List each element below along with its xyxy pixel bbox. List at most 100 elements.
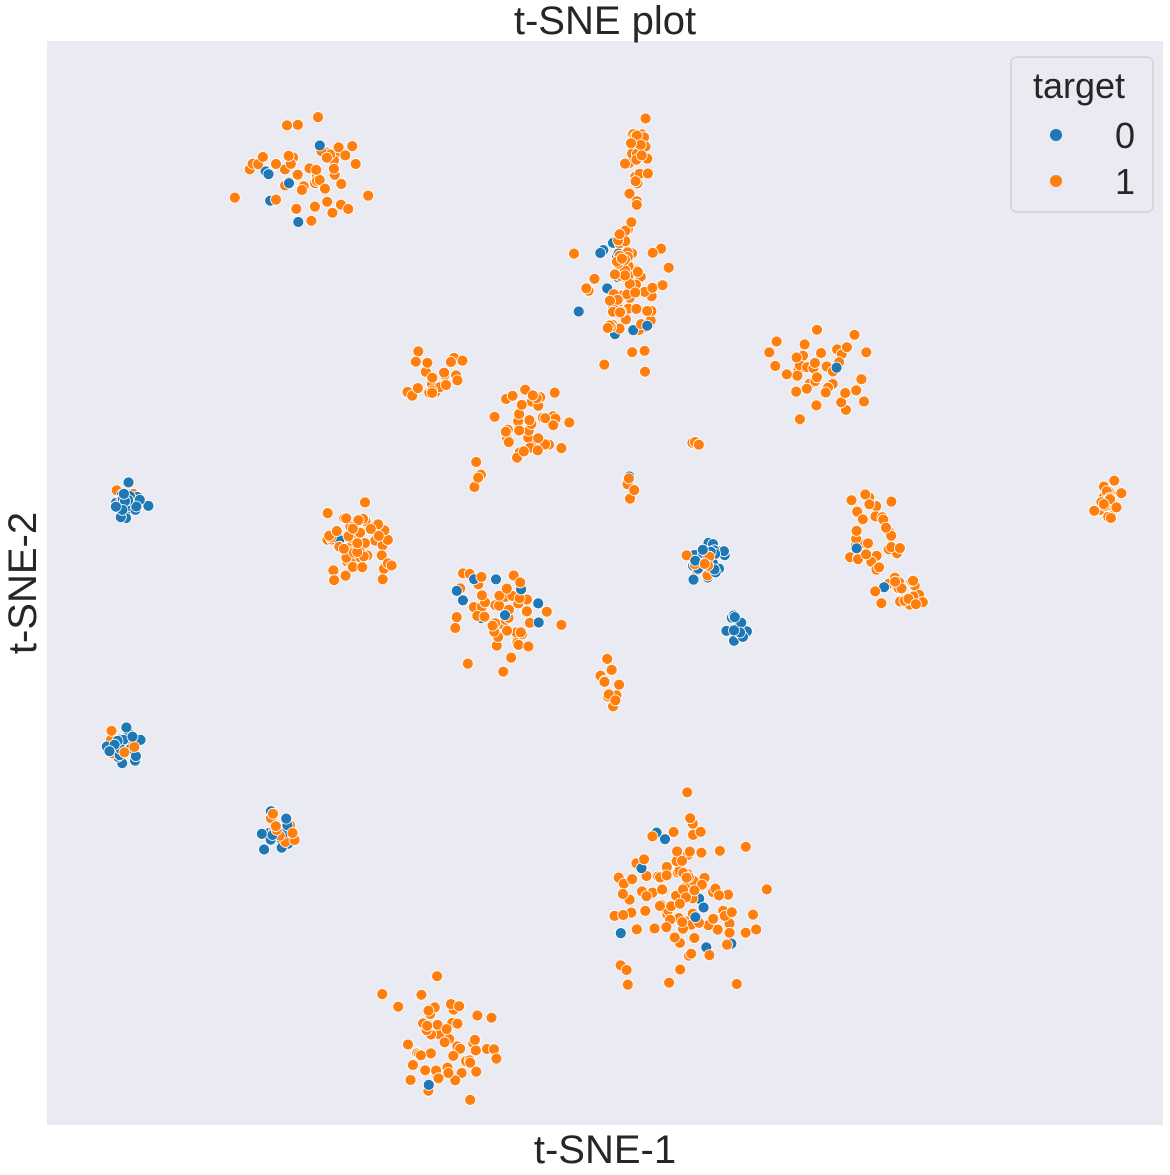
scatter-point [638, 853, 650, 866]
x-axis-label: t-SNE-1 [534, 1128, 676, 1172]
scatter-point [292, 216, 305, 228]
scatter-point [809, 357, 821, 369]
legend-marker-1 [1050, 175, 1062, 187]
scatter-point [721, 938, 733, 951]
scatter-point [750, 923, 763, 936]
legend-marker-0 [1050, 129, 1062, 141]
scatter-point [490, 573, 502, 586]
scatter-point [638, 344, 651, 357]
scatter-point [454, 1042, 467, 1055]
scatter-point [625, 216, 638, 229]
scatter-point [639, 905, 652, 917]
scatter-point [667, 826, 680, 838]
scatter-point [630, 923, 643, 936]
scatter-point [328, 574, 341, 587]
scatter-point [339, 569, 352, 582]
scatter-point [780, 368, 793, 381]
scatter-point [512, 639, 525, 651]
scatter-point [614, 927, 627, 939]
scatter-point [128, 741, 141, 753]
scatter-point [332, 141, 345, 154]
scatter-point [869, 585, 882, 598]
scatter-point [521, 605, 533, 618]
scatter-point [499, 609, 511, 622]
scatter-point [810, 399, 823, 412]
scatter-point [614, 306, 626, 319]
scatter-point [269, 820, 282, 833]
scatter-point [282, 149, 295, 162]
scatter-point [110, 500, 122, 513]
scatter-point [674, 897, 686, 910]
scatter-point [280, 812, 293, 825]
scatter-point [406, 1059, 419, 1071]
scatter-point [683, 845, 696, 858]
scatter-point [707, 912, 720, 925]
legend-label-0: 0 [1115, 115, 1135, 156]
scatter-point [291, 119, 304, 131]
scatter-point [1110, 501, 1123, 514]
scatter-point [601, 653, 614, 665]
scatter-point [770, 335, 783, 348]
scatter-point [635, 149, 648, 162]
scatter-point [440, 1023, 453, 1035]
scatter-point [601, 322, 614, 334]
scatter-point [860, 346, 873, 359]
scatter-point [449, 1074, 462, 1087]
scatter-point [305, 214, 318, 227]
scatter-point [894, 542, 906, 554]
scatter-point [617, 909, 630, 921]
scatter-point [625, 137, 637, 150]
scatter-point [626, 346, 639, 359]
scatter-point [588, 272, 601, 285]
scatter-point [800, 382, 813, 395]
scatter-point [426, 371, 439, 384]
scatter-point [421, 356, 434, 369]
scatter-point [539, 412, 552, 425]
scatter-point [646, 246, 659, 259]
scatter-point [351, 537, 364, 550]
scatter-point [613, 228, 626, 241]
scatter-point [698, 558, 711, 570]
scatter-point [728, 624, 740, 637]
scatter-point [464, 1094, 477, 1106]
scatter-point [255, 828, 268, 840]
scatter-point [291, 168, 304, 181]
scatter-point [640, 890, 653, 902]
scatter-point [532, 432, 545, 445]
scatter-point [1088, 504, 1101, 517]
scatter-point [841, 341, 853, 354]
scatter-point [630, 198, 643, 211]
scatter-point [873, 561, 885, 574]
scatter-point [676, 916, 689, 928]
scatter-point [470, 456, 483, 468]
scatter-point [794, 413, 806, 426]
scatter-point [713, 889, 725, 902]
scatter-point [339, 149, 352, 162]
scatter-point [105, 724, 118, 737]
scatter-point [404, 1074, 417, 1086]
scatter-point [402, 1038, 414, 1051]
scatter-point [747, 908, 759, 921]
scatter-point [488, 410, 501, 423]
scatter-point [442, 1067, 455, 1079]
scatter-point [502, 436, 515, 449]
scatter-point [646, 281, 659, 294]
scatter-point [617, 888, 629, 900]
scatter-point [862, 537, 874, 550]
scatter-point [320, 151, 333, 164]
scatter-point [444, 356, 457, 368]
scatter-point [739, 926, 752, 939]
scatter-point [605, 664, 618, 676]
scatter-point [629, 286, 642, 299]
scatter-point [1115, 487, 1128, 500]
scatter-point [422, 1079, 435, 1091]
scatter-point [471, 1009, 484, 1022]
scatter-points [101, 111, 1128, 1106]
scatter-point [848, 328, 861, 341]
scatter-point [469, 1044, 482, 1057]
scatter-point [858, 395, 870, 408]
scatter-point [790, 351, 803, 364]
scatter-point [626, 873, 638, 885]
scatter-point [523, 414, 536, 427]
scatter-point [352, 514, 365, 527]
